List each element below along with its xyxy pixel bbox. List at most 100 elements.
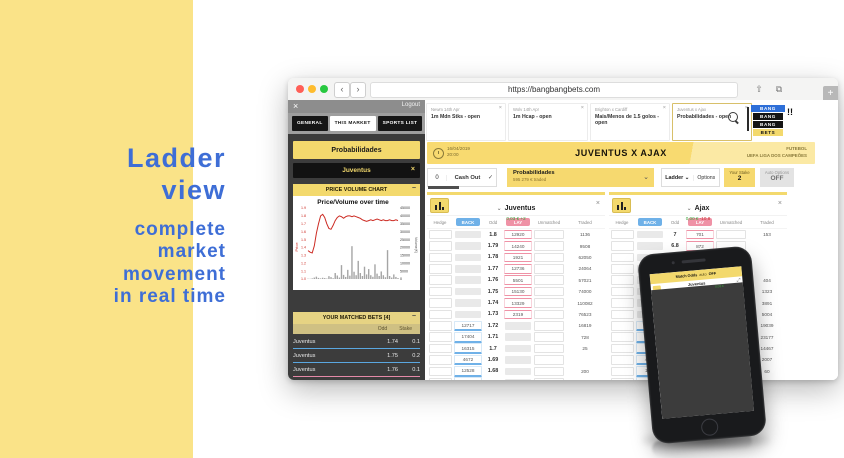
- back-cell[interactable]: 4672: [454, 354, 482, 366]
- lay-cell[interactable]: [505, 344, 531, 353]
- unmatched-cell[interactable]: [716, 229, 746, 240]
- back-cell[interactable]: [455, 276, 481, 285]
- hedge-cell[interactable]: [610, 321, 634, 331]
- lay-cell[interactable]: [505, 333, 531, 341]
- panel-title[interactable]: ⌄ Juventus: [427, 197, 605, 215]
- lay-cell[interactable]: 15130: [504, 286, 532, 297]
- collapse-icon[interactable]: −: [411, 185, 416, 192]
- sidebar-tab-general[interactable]: GENERAL: [292, 116, 328, 131]
- chart-icon[interactable]: [430, 198, 449, 213]
- unmatched-cell[interactable]: [534, 229, 564, 240]
- hedge-cell[interactable]: [610, 241, 634, 251]
- lay-cell[interactable]: 5501: [504, 275, 532, 286]
- hedge-cell[interactable]: [428, 343, 452, 354]
- ladder-view-button[interactable]: Ladder ⌄: [662, 174, 694, 181]
- back-cell[interactable]: 12528: [454, 366, 482, 377]
- unmatched-cell[interactable]: [534, 366, 564, 377]
- window-close-button[interactable]: [296, 85, 304, 93]
- options-button[interactable]: Options: [697, 174, 716, 181]
- back-cell[interactable]: [455, 242, 481, 250]
- market-tab[interactable]: Brighton x Cardiff Mais/Menos de 1.5 golo…: [590, 103, 670, 141]
- search-icon[interactable]: [728, 112, 738, 122]
- sidebar-close-icon[interactable]: ×: [293, 101, 299, 111]
- close-icon[interactable]: ×: [595, 200, 600, 207]
- hedge-cell[interactable]: [610, 355, 634, 365]
- market-tab[interactable]: Juventus x Ajax Probabilidades - open ×: [672, 103, 752, 141]
- unmatched-cell[interactable]: [534, 321, 564, 331]
- lay-cell[interactable]: 2319: [504, 309, 532, 320]
- hedge-cell[interactable]: [428, 332, 452, 342]
- sidebar-tab-this-market[interactable]: THIS MARKET: [329, 116, 376, 131]
- lay-cell[interactable]: [505, 367, 531, 376]
- hedge-cell[interactable]: [428, 286, 452, 297]
- back-cell[interactable]: [455, 299, 481, 307]
- hedge-cell[interactable]: [428, 321, 452, 331]
- unmatched-cell[interactable]: [534, 298, 564, 308]
- close-icon[interactable]: ×: [498, 105, 502, 111]
- panel-title[interactable]: ⌄ Ajax: [609, 197, 787, 215]
- lay-cell[interactable]: 701: [686, 229, 714, 240]
- close-icon[interactable]: ×: [745, 105, 748, 111]
- back-cell[interactable]: [455, 287, 481, 296]
- hedge-cell[interactable]: [610, 252, 634, 263]
- back-cell[interactable]: [455, 253, 481, 262]
- back-cell[interactable]: 17404: [454, 331, 482, 343]
- unmatched-cell[interactable]: [534, 286, 564, 297]
- back-cell[interactable]: [455, 265, 481, 273]
- tabs-icon[interactable]: ⧉: [775, 84, 783, 94]
- logout-link[interactable]: Logout: [401, 102, 420, 108]
- hedge-cell[interactable]: [610, 298, 634, 308]
- your-stake-control[interactable]: Your Stake 2: [724, 168, 755, 187]
- hedge-cell[interactable]: [428, 309, 452, 320]
- auto-options-toggle[interactable]: Auto Options OFF: [760, 168, 794, 187]
- chart-icon[interactable]: [612, 198, 631, 213]
- selection-close-icon[interactable]: ×: [410, 166, 415, 173]
- hedge-cell[interactable]: [610, 377, 634, 380]
- market-banner[interactable]: Probabilidades: [293, 141, 420, 159]
- forward-button[interactable]: ›: [350, 82, 366, 98]
- hedge-cell[interactable]: [610, 229, 634, 240]
- unmatched-cell[interactable]: [534, 377, 564, 380]
- back-cell[interactable]: 12717: [454, 320, 482, 332]
- cash-out-button[interactable]: 0 Cash Out ✓: [427, 168, 497, 189]
- back-cell[interactable]: 16315: [454, 343, 482, 354]
- unmatched-cell[interactable]: [534, 355, 564, 365]
- hedge-cell[interactable]: [428, 275, 452, 286]
- collapse-icon[interactable]: −: [411, 313, 416, 320]
- hedge-cell[interactable]: [610, 264, 634, 274]
- lay-cell[interactable]: 12736: [504, 264, 532, 274]
- expand-icon[interactable]: ⤢: [736, 277, 741, 284]
- window-minimize-button[interactable]: [308, 85, 316, 93]
- unmatched-cell[interactable]: [534, 343, 564, 354]
- hedge-cell[interactable]: [610, 275, 634, 286]
- unmatched-cell[interactable]: [534, 332, 564, 342]
- hedge-cell[interactable]: [428, 264, 452, 274]
- unmatched-cell[interactable]: [534, 264, 564, 274]
- sidebar-tab-sports-list[interactable]: SPORTS LIST: [377, 116, 423, 131]
- back-cell[interactable]: [637, 242, 663, 250]
- hedge-cell[interactable]: [610, 286, 634, 297]
- new-tab-button[interactable]: +: [823, 86, 838, 103]
- lay-cell[interactable]: [505, 322, 531, 330]
- market-tab[interactable]: Wolv 14th Apr 1m Hcap - open ×: [508, 103, 588, 141]
- close-icon[interactable]: ×: [777, 200, 782, 207]
- close-icon[interactable]: ×: [662, 105, 666, 111]
- hedge-cell[interactable]: [428, 355, 452, 365]
- share-icon[interactable]: ⇧: [755, 84, 763, 94]
- matched-bets-header[interactable]: YOUR MATCHED BETS [4] −: [293, 312, 420, 324]
- window-zoom-button[interactable]: [320, 85, 328, 93]
- lay-cell[interactable]: [505, 378, 531, 380]
- unmatched-cell[interactable]: [534, 309, 564, 320]
- lay-cell[interactable]: 13329: [504, 298, 532, 308]
- unmatched-cell[interactable]: [534, 252, 564, 263]
- hedge-cell[interactable]: [610, 366, 634, 377]
- market-select[interactable]: Probabilidades 595 279 € traded ⌄: [507, 168, 654, 187]
- back-cell[interactable]: [455, 310, 481, 319]
- price-volume-card-header[interactable]: PRICE VOLUME CHART −: [293, 184, 420, 196]
- hedge-cell[interactable]: [428, 241, 452, 251]
- hedge-cell[interactable]: [428, 229, 452, 240]
- close-icon[interactable]: ×: [580, 105, 584, 111]
- hedge-cell[interactable]: [610, 309, 634, 320]
- selection-banner[interactable]: Juventus ×: [293, 163, 420, 178]
- lay-cell[interactable]: [505, 356, 531, 364]
